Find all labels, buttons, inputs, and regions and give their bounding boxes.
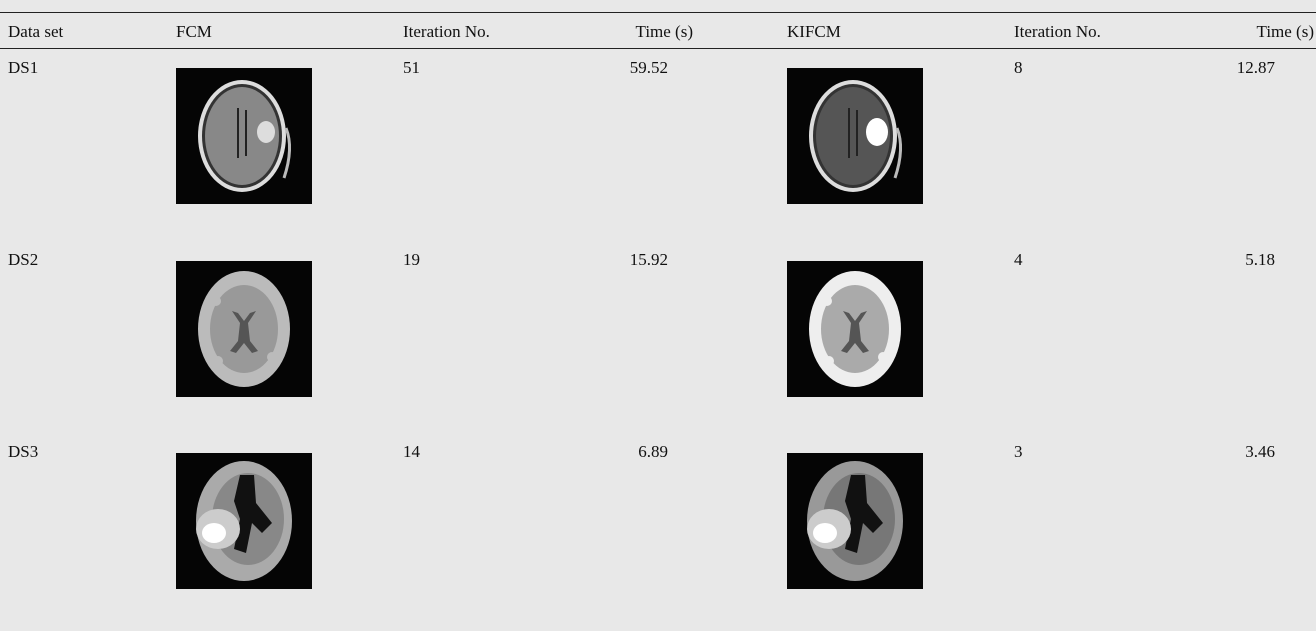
header-rule — [0, 48, 1316, 49]
cell: 15.92 — [568, 250, 668, 270]
cell: DS1 — [8, 58, 38, 78]
page: Data set FCM Iteration No. Time (s) KIFC… — [0, 0, 1316, 631]
cell: 6.89 — [568, 442, 668, 462]
segmentation-image — [787, 68, 923, 204]
segmentation-image — [176, 68, 312, 204]
segmentation-image — [176, 453, 312, 589]
segmentation-image — [787, 261, 923, 397]
column-header: KIFCM — [787, 22, 841, 42]
cell: 19 — [403, 250, 420, 270]
column-header: Time (s) — [1214, 22, 1314, 42]
segmentation-image — [176, 261, 312, 397]
cell: DS2 — [8, 250, 38, 270]
cell: 5.18 — [1175, 250, 1275, 270]
cell: 51 — [403, 58, 420, 78]
cell: 8 — [1014, 58, 1023, 78]
cell: 14 — [403, 442, 420, 462]
cell: 3.46 — [1175, 442, 1275, 462]
column-header: Data set — [8, 22, 63, 42]
cell: DS3 — [8, 442, 38, 462]
segmentation-image — [787, 453, 923, 589]
top-rule — [0, 12, 1316, 13]
column-header: Iteration No. — [403, 22, 490, 42]
column-header: Time (s) — [593, 22, 693, 42]
cell: 12.87 — [1175, 58, 1275, 78]
column-header: FCM — [176, 22, 212, 42]
cell: 4 — [1014, 250, 1023, 270]
cell: 59.52 — [568, 58, 668, 78]
cell: 3 — [1014, 442, 1023, 462]
column-header: Iteration No. — [1014, 22, 1101, 42]
